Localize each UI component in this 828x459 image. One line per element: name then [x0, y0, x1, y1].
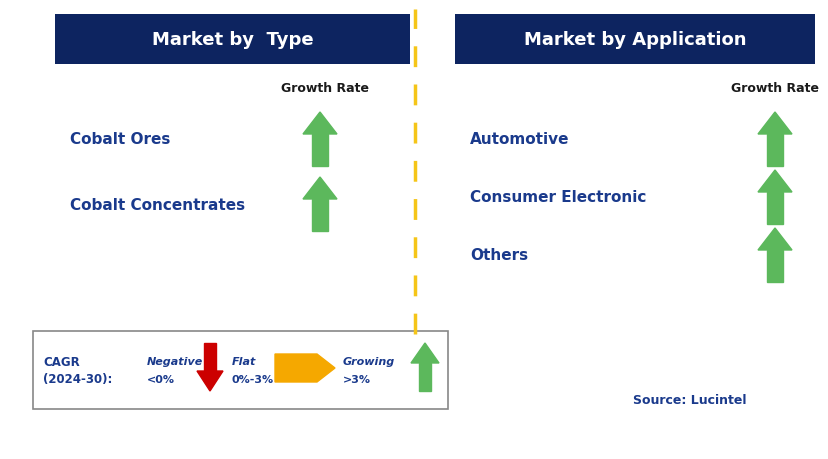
- Polygon shape: [312, 200, 327, 231]
- Polygon shape: [303, 178, 337, 200]
- Text: Growth Rate: Growth Rate: [730, 81, 818, 94]
- Text: (2024-30):: (2024-30):: [43, 373, 113, 386]
- Text: Source: Lucintel: Source: Lucintel: [633, 392, 746, 406]
- Text: Growth Rate: Growth Rate: [281, 81, 368, 94]
- Text: Market by Application: Market by Application: [523, 31, 745, 49]
- Polygon shape: [757, 229, 791, 251]
- Bar: [55, 15, 410, 65]
- Text: Market by  Type: Market by Type: [152, 31, 313, 49]
- Polygon shape: [767, 193, 782, 224]
- FancyBboxPatch shape: [33, 331, 447, 409]
- Polygon shape: [303, 113, 337, 134]
- Text: Flat: Flat: [232, 356, 256, 366]
- Text: Cobalt Ores: Cobalt Ores: [70, 132, 171, 147]
- Polygon shape: [312, 134, 327, 167]
- Text: Automotive: Automotive: [469, 132, 569, 147]
- Text: 0%-3%: 0%-3%: [232, 374, 274, 384]
- Text: Negative: Negative: [147, 356, 203, 366]
- Polygon shape: [197, 371, 223, 391]
- Polygon shape: [275, 354, 335, 382]
- Polygon shape: [204, 343, 215, 371]
- Polygon shape: [411, 343, 439, 363]
- Text: Growing: Growing: [343, 356, 395, 366]
- Text: <0%: <0%: [147, 374, 175, 384]
- Polygon shape: [757, 113, 791, 134]
- Text: >3%: >3%: [343, 374, 371, 384]
- Polygon shape: [767, 134, 782, 167]
- Polygon shape: [767, 251, 782, 282]
- Text: Consumer Electronic: Consumer Electronic: [469, 190, 646, 205]
- Polygon shape: [418, 363, 431, 391]
- Polygon shape: [757, 171, 791, 193]
- Bar: [455, 15, 814, 65]
- Text: CAGR: CAGR: [43, 355, 79, 368]
- Text: Others: Others: [469, 248, 527, 263]
- Text: Cobalt Concentrates: Cobalt Concentrates: [70, 197, 245, 212]
